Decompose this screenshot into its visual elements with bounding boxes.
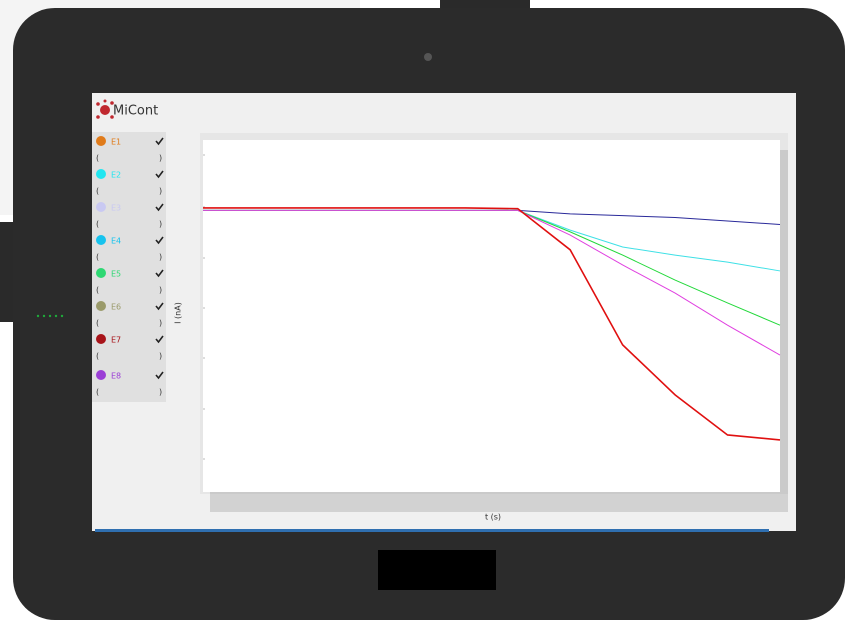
channel-detail-close: ) [159,187,162,196]
channel-label: E7 [111,336,121,345]
channel-detail-open: ( [96,319,99,328]
channel-detail-close: ) [159,154,162,163]
channel-label: E1 [111,138,121,147]
channel-detail-open: ( [96,352,99,361]
channel-label: E8 [111,372,121,381]
channel-label: E5 [111,270,121,279]
channel-dot [96,370,106,380]
channel-detail-close: ) [159,286,162,295]
channel-dot [96,202,106,212]
channel-dot [96,235,106,245]
channel-label: E3 [111,204,121,213]
channel-detail-close: ) [159,220,162,229]
channel-detail-close: ) [159,352,162,361]
channel-detail-open: ( [96,286,99,295]
channel-detail-open: ( [96,154,99,163]
channel-dot [96,301,106,311]
y-axis-label: I (nA) [174,302,183,324]
channel-detail-close: ) [159,253,162,262]
channel-label: E4 [111,237,121,246]
channel-detail-open: ( [96,187,99,196]
screen: MiCont E1()E2()E3()E4()E5()E6()E7()E8() … [0,0,847,623]
plot-area [203,140,780,492]
channel-detail-close: ) [159,319,162,328]
page: {"app": {"title": "MiCont"}, "sidebar": … [0,0,847,623]
channel-label: E2 [111,171,121,180]
screen-edge [95,529,769,532]
channel-detail-open: ( [96,220,99,229]
channel-dot [96,334,106,344]
channel-dot [96,169,106,179]
channel-label: E6 [111,303,121,312]
channel-detail-close: ) [159,388,162,397]
channel-dot [96,136,106,146]
channel-detail-open: ( [96,388,99,397]
channel-dot [96,268,106,278]
channel-detail-open: ( [96,253,99,262]
camera [424,53,432,61]
x-axis-label: t (s) [485,513,501,522]
app-title: MiCont [113,104,158,119]
home-button[interactable] [378,550,496,590]
